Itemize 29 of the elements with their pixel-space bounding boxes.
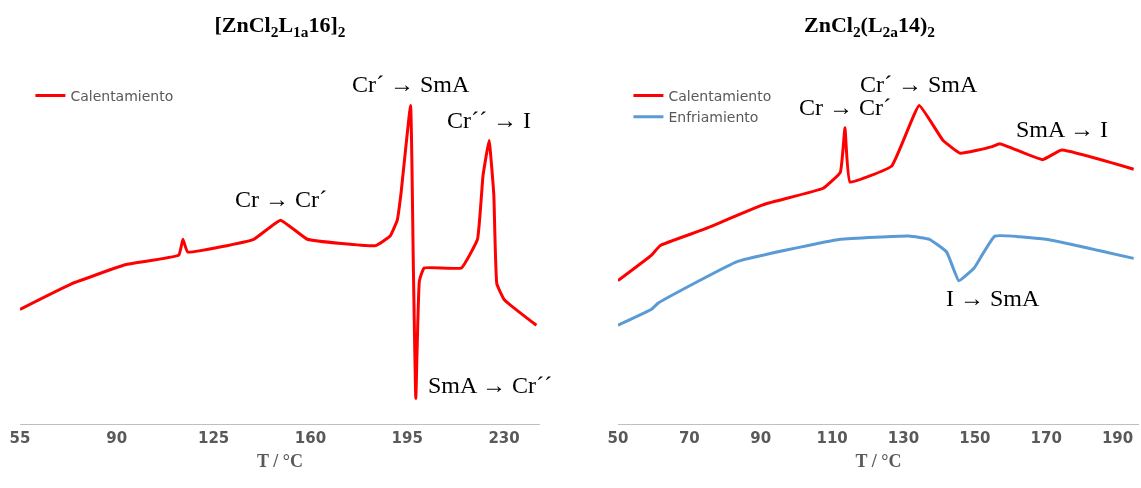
legend-label: Enfriamiento [668, 109, 759, 126]
annotation: Cr´´ → I [447, 107, 531, 133]
x-tick-label: 195 [391, 429, 423, 447]
x-tick-label: 130 [887, 429, 920, 447]
x-axis-title: T / °C [257, 451, 303, 472]
legend-label: Calentamiento [668, 88, 772, 105]
annotation: Cr´ → SmA [860, 71, 979, 97]
x-tick-label: 170 [1030, 429, 1062, 447]
x-tick-label: 70 [678, 429, 700, 447]
annotation: SmA → Cr´´ [428, 372, 553, 398]
legend-label: Calentamiento [70, 88, 174, 105]
annotation: Cr´ → SmA [352, 71, 471, 97]
annotation: I → SmA [946, 285, 1041, 311]
x-tick-label: 50 [607, 429, 629, 447]
x-tick-label: 190 [1101, 429, 1134, 447]
annotation: Cr → Cr´ [235, 186, 327, 212]
x-tick-label: 110 [816, 429, 848, 447]
x-tick-label: 90 [106, 429, 128, 447]
x-tick-label: 160 [294, 429, 327, 447]
x-tick-label: 55 [9, 429, 31, 447]
x-tick-label: 90 [750, 429, 772, 447]
x-tick-label: 150 [959, 429, 991, 447]
chart-title: [ZnCl$_{2}$L$_{1a}$16]$_{2}$ [214, 12, 346, 40]
x-tick-label: 230 [488, 429, 520, 447]
chart-title: ZnCl$_{2}$(L$_{2a}$14)$_{2}$ [803, 12, 936, 40]
annotation: SmA → I [1016, 116, 1109, 142]
x-axis-title: T / °C [855, 451, 902, 472]
x-tick-label: 125 [197, 429, 230, 447]
annotation: Cr → Cr´ [799, 94, 891, 120]
